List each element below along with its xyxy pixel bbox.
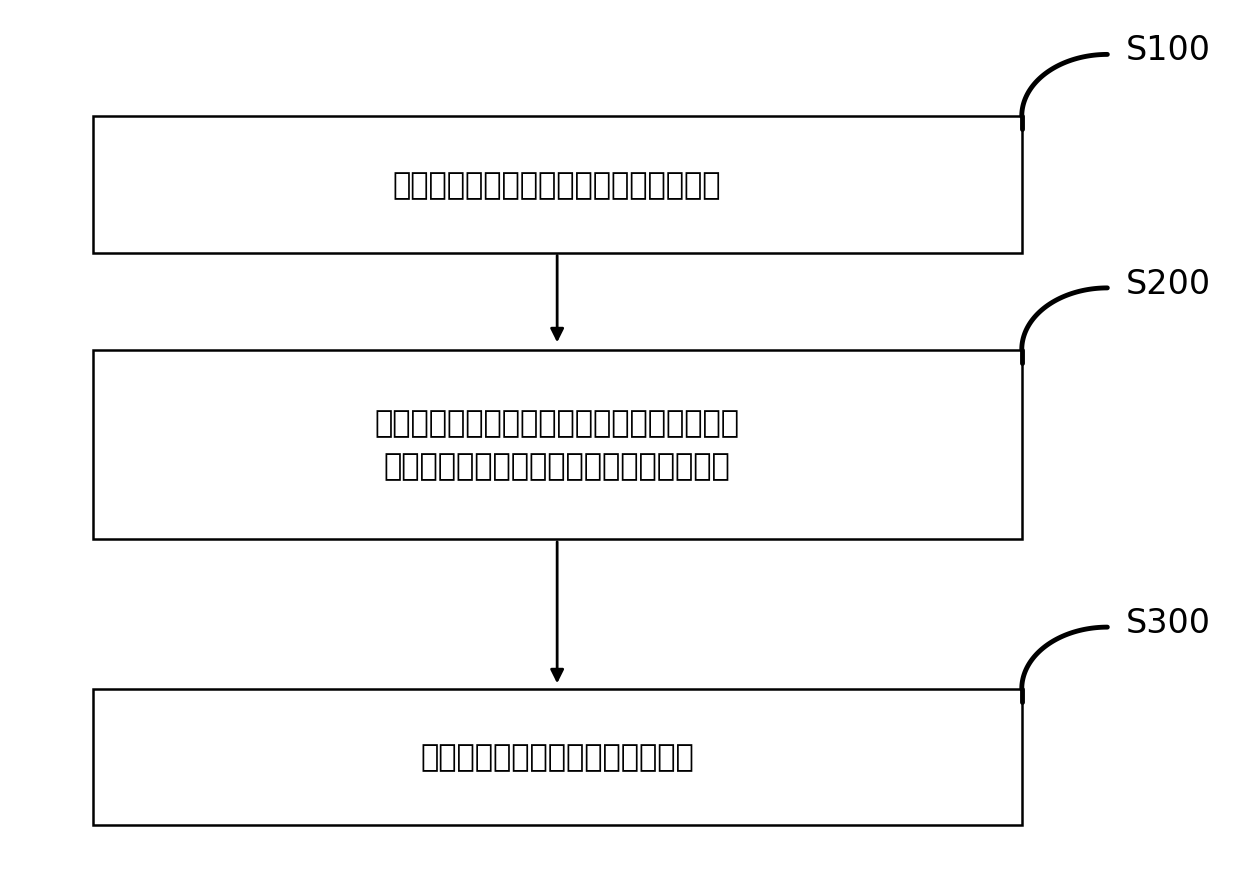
Text: S100: S100 (1126, 35, 1210, 67)
FancyBboxPatch shape (93, 350, 1022, 539)
Text: S200: S200 (1126, 267, 1210, 300)
Text: 获取与所述联网设备对应的自动测试程序: 获取与所述联网设备对应的自动测试程序 (393, 171, 722, 199)
FancyBboxPatch shape (93, 117, 1022, 253)
Text: S300: S300 (1126, 606, 1210, 639)
Text: 接收所述联网设备发送的测试结果: 接收所述联网设备发送的测试结果 (420, 743, 694, 772)
Text: 根据所述自动测试程序，向所述联网设备发送
测试指令，以对所述联网设备进行网络测试: 根据所述自动测试程序，向所述联网设备发送 测试指令，以对所述联网设备进行网络测试 (374, 409, 739, 481)
FancyBboxPatch shape (93, 689, 1022, 825)
